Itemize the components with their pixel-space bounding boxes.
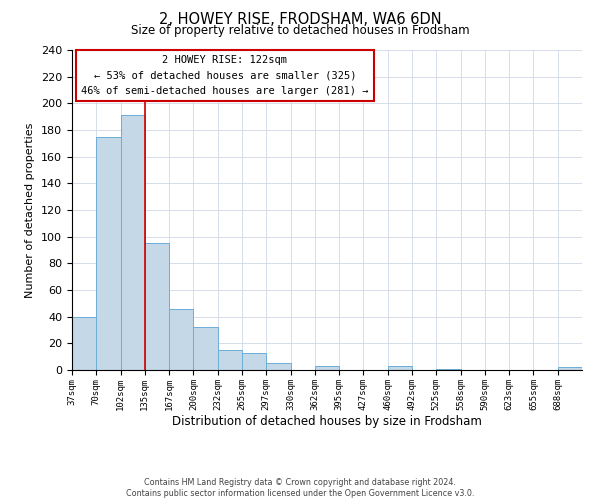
Bar [315,366,339,370]
Y-axis label: Number of detached properties: Number of detached properties [25,122,35,298]
Bar [558,368,582,370]
Bar [145,244,169,370]
Text: Contains HM Land Registry data © Crown copyright and database right 2024.
Contai: Contains HM Land Registry data © Crown c… [126,478,474,498]
Bar [218,350,242,370]
Bar [436,368,461,370]
Bar [242,352,266,370]
Bar [266,364,290,370]
Bar [388,366,412,370]
Bar [169,308,193,370]
X-axis label: Distribution of detached houses by size in Frodsham: Distribution of detached houses by size … [172,416,482,428]
Bar [96,136,121,370]
Bar [121,116,145,370]
Text: 2, HOWEY RISE, FRODSHAM, WA6 6DN: 2, HOWEY RISE, FRODSHAM, WA6 6DN [158,12,442,28]
Bar [193,328,218,370]
Bar [72,316,96,370]
Text: 2 HOWEY RISE: 122sqm
← 53% of detached houses are smaller (325)
46% of semi-deta: 2 HOWEY RISE: 122sqm ← 53% of detached h… [81,55,369,96]
Text: Size of property relative to detached houses in Frodsham: Size of property relative to detached ho… [131,24,469,37]
